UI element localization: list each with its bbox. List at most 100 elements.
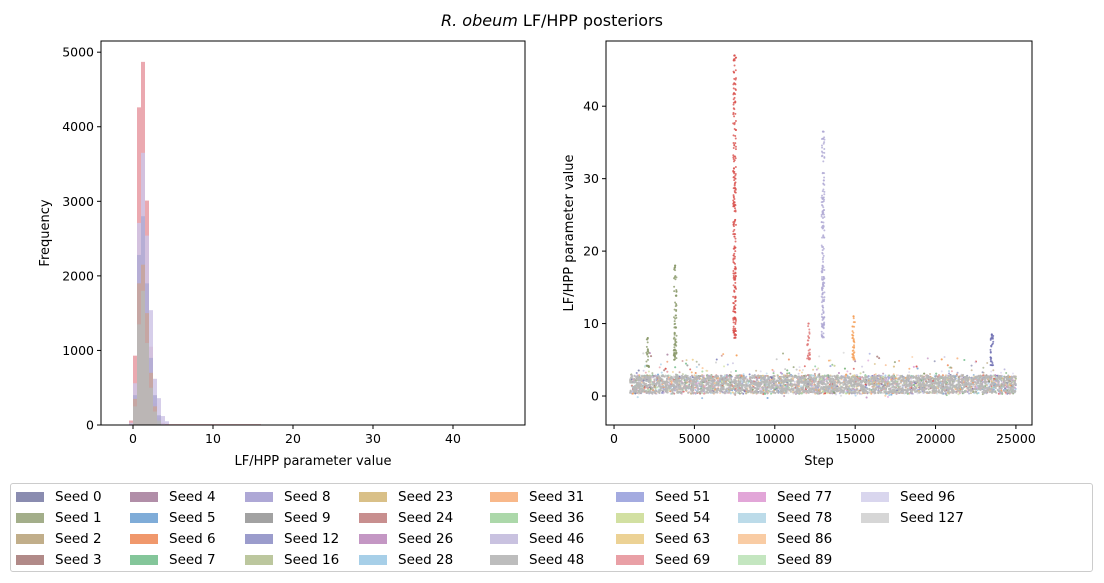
scatter-point: [851, 387, 854, 390]
scatter-point: [891, 379, 894, 382]
scatter-point: [735, 354, 738, 357]
histogram-bar: [157, 398, 161, 425]
scatter-point: [702, 379, 705, 382]
scatter-point: [970, 364, 973, 367]
scatter-point: [824, 392, 827, 395]
scatter-point: [738, 392, 741, 395]
scatter-point: [795, 368, 798, 371]
scatter-point: [967, 389, 970, 392]
scatter-point: [775, 358, 778, 361]
scatter-point: [759, 370, 762, 373]
scatter-point: [814, 380, 817, 383]
scatter-point: [906, 379, 909, 382]
scatter-point: [859, 372, 862, 375]
scatter-point: [644, 371, 647, 374]
scatter-point: [712, 386, 716, 389]
scatter-point: [699, 392, 702, 395]
scatter-point: [882, 372, 885, 375]
scatter-point: [829, 359, 832, 362]
scatter-point: [871, 385, 874, 388]
scatter-point: [1011, 372, 1014, 375]
scatter-point: [782, 352, 785, 355]
scatter-point: [762, 393, 765, 396]
scatter-point: [877, 387, 880, 390]
scatter-point: [882, 391, 885, 394]
scatter-point: [833, 364, 836, 367]
scatter-point: [740, 391, 743, 395]
histogram-bars: [129, 61, 261, 425]
scatter-point: [664, 367, 667, 370]
scatter-point: [684, 362, 687, 365]
scatter-point: [740, 374, 743, 377]
scatter-point: [911, 355, 914, 358]
scatter-point: [988, 380, 991, 383]
scatter-point: [650, 355, 653, 358]
histogram-y-tick-label: 5000: [62, 45, 94, 60]
scatter-point: [965, 375, 968, 379]
scatter-point: [666, 370, 669, 373]
scatter-point: [846, 370, 849, 373]
scatter-point: [644, 364, 647, 367]
scatter-point: [938, 374, 941, 377]
scatter-point: [963, 359, 966, 362]
scatter-point: [695, 360, 698, 363]
scatter-point: [705, 383, 708, 387]
scatter-point: [832, 391, 835, 394]
scatter-point: [800, 371, 803, 374]
scatter-point: [681, 360, 684, 363]
scatter-point: [751, 388, 754, 391]
scatter-point: [938, 377, 941, 381]
scatter-point: [868, 391, 871, 394]
scatter-point: [694, 372, 697, 375]
scatter-point: [977, 384, 980, 387]
scatter-point: [686, 364, 689, 367]
scatter-point: [884, 374, 887, 377]
scatter-point: [897, 391, 900, 394]
scatter-point: [768, 388, 771, 391]
scatter-point: [647, 388, 650, 391]
scatter-points: [629, 54, 1017, 400]
histogram-x-tick-label: 0: [129, 431, 137, 446]
scatter-point: [800, 392, 803, 395]
scatter-point: [770, 392, 773, 395]
scatter-point: [698, 363, 701, 366]
scatter-point: [829, 365, 832, 368]
scatter-point: [729, 377, 732, 380]
scatter-point: [792, 377, 795, 380]
scatter-point: [689, 375, 692, 378]
scatter-point: [1013, 379, 1016, 382]
scatter-point: [842, 386, 845, 389]
scatter-point: [691, 376, 694, 379]
scatter-point: [912, 383, 915, 386]
scatter-point: [885, 392, 888, 395]
scatter-point: [694, 388, 697, 391]
scatter-point: [878, 357, 881, 360]
histogram-x-tick-label: 30: [365, 431, 381, 446]
scatter-point: [926, 357, 929, 360]
scatter-point: [734, 391, 737, 395]
scatter-point: [940, 370, 943, 373]
scatter-point: [935, 374, 938, 377]
scatter-point: [632, 381, 635, 384]
scatter-point: [970, 369, 973, 372]
scatter-point: [1005, 371, 1008, 374]
scatter-point: [974, 385, 977, 388]
scatter-point: [715, 358, 718, 361]
scatter-point: [862, 376, 865, 380]
scatter-point: [968, 392, 971, 395]
scatter-point: [654, 385, 657, 388]
scatter-point: [963, 375, 967, 379]
histogram-x-tick-label: 20: [285, 431, 301, 446]
histogram-frame: [100, 40, 526, 426]
scatter-point: [729, 385, 732, 388]
scatter-point: [688, 381, 691, 384]
histogram-bar: [149, 387, 153, 425]
scatter-point: [972, 385, 975, 388]
scatter-point: [989, 387, 993, 390]
scatter-point: [647, 370, 650, 373]
scatter-point: [748, 373, 751, 376]
scatter-point: [995, 384, 998, 387]
